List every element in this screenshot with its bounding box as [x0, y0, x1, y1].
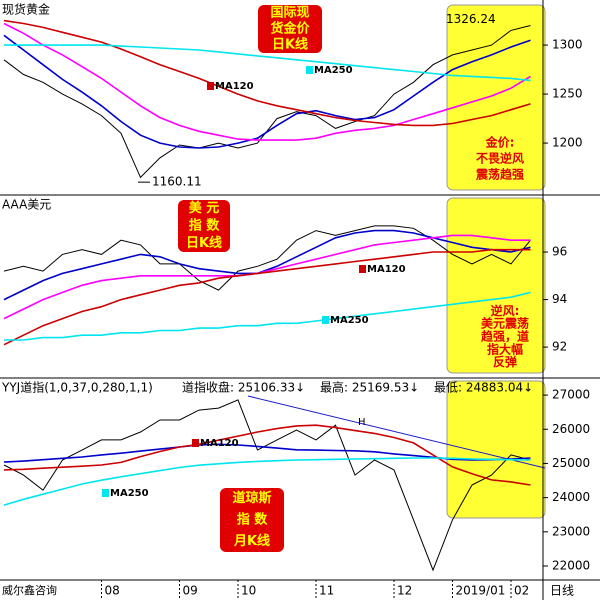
legend-swatch — [359, 265, 366, 273]
series-line — [3, 34, 531, 149]
annotation-box — [258, 5, 322, 53]
annotation-text: 美元震荡 — [481, 316, 529, 331]
annotation-box — [220, 488, 284, 552]
legend-label: MA250 — [314, 65, 353, 76]
low-label: 1160.11 — [152, 175, 202, 189]
legend-label: MA250 — [330, 315, 369, 326]
x-tick-label: 2019/01 — [456, 584, 506, 598]
x-tick-label: 12 — [397, 584, 412, 598]
annotation-text: 日K线 — [272, 37, 308, 53]
annotation-text: 国际现 — [270, 6, 309, 21]
annotation-text: 震荡趋强 — [476, 167, 524, 182]
y-tick-label: 92 — [552, 340, 567, 354]
stat: 最低: 24883.04↓ — [434, 381, 533, 395]
series-line — [3, 457, 531, 506]
series-line — [3, 22, 531, 141]
series-line — [3, 248, 531, 346]
x-tick-label: 02 — [514, 584, 529, 598]
source: 威尔鑫咨询 — [2, 583, 57, 597]
trend-line — [247, 395, 546, 469]
legend-swatch — [102, 489, 109, 497]
stat: 最高: 25169.53↓ — [320, 380, 419, 395]
series-line — [3, 424, 531, 486]
series-line — [3, 19, 531, 127]
highlight — [446, 4, 546, 191]
y-tick-label: 94 — [552, 292, 567, 306]
period: 日线 — [550, 584, 574, 598]
stat: 道指收盘: 25106.33↓ — [182, 380, 305, 395]
x-tick-label: 08 — [105, 584, 120, 598]
series-line — [4, 44, 531, 82]
marker-label: H — [358, 417, 366, 428]
y-tick-label: 25000 — [552, 456, 590, 470]
highlight — [446, 380, 546, 519]
legend-swatch — [306, 66, 313, 74]
annotation-text: 道琼斯 — [232, 490, 271, 506]
annotation-text: 日K线 — [186, 235, 222, 251]
y-tick-label: 1300 — [552, 38, 583, 52]
y-tick-label: 24000 — [552, 490, 590, 504]
panel-title: AAA美元 — [2, 198, 51, 212]
y-tick-label: 1250 — [552, 87, 583, 101]
annotation-text: 指 数 — [237, 512, 269, 528]
series-line — [3, 234, 531, 320]
series-line — [3, 229, 531, 301]
legend-swatch — [207, 82, 214, 90]
annotation-text: 逆风: — [491, 303, 520, 318]
y-tick-label: 23000 — [552, 524, 590, 538]
x-tick-label: 11 — [319, 584, 334, 598]
annotation-text: 货金价 — [270, 21, 310, 37]
high-label: 1326.24 — [446, 12, 496, 26]
annotation-box — [178, 200, 230, 252]
series-line — [3, 225, 531, 291]
annotation-text: 指 数 — [189, 218, 221, 234]
y-tick-label: 96 — [552, 245, 567, 259]
legend-label: MA120 — [215, 81, 254, 92]
y-tick-label: 22000 — [552, 558, 590, 572]
annotation-text: 美 元 — [189, 200, 220, 216]
x-tick-label: 10 — [241, 584, 256, 598]
annotation-text: 反弹 — [493, 354, 517, 369]
panel-title: YYJ道指(1,0,37,0,280,1,1) — [1, 380, 153, 395]
legend-swatch — [322, 316, 329, 324]
annotation-text: 不畏逆风 — [476, 151, 524, 166]
legend-swatch — [192, 439, 199, 447]
series-line — [4, 291, 531, 341]
x-tick-label: 09 — [183, 584, 198, 598]
y-tick-label: 1200 — [552, 136, 583, 150]
annotation-text: 趋强，道 — [481, 329, 529, 344]
legend-label: MA120 — [200, 438, 239, 449]
annotation-text: 金价: — [485, 135, 515, 150]
y-tick-label: 27000 — [552, 388, 590, 402]
legend-label: MA120 — [367, 264, 406, 275]
panel-title: 现货黄金 — [2, 2, 50, 17]
y-tick-label: 26000 — [552, 422, 590, 436]
legend-label: MA250 — [110, 488, 149, 499]
highlight — [446, 197, 546, 374]
series-line — [3, 399, 531, 572]
annotation-text: 月K线 — [233, 533, 270, 549]
annotation-text: 指大幅 — [487, 341, 523, 356]
